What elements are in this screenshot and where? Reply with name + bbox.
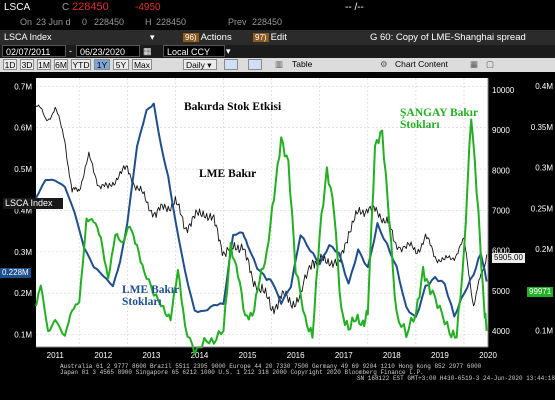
right-outer-axis-tick: 0.35M [531,123,554,132]
x-axis-tick: 2012 [94,351,112,360]
ticker-label: LSCA [4,2,31,13]
start-date-field[interactable]: 02/07/2011 [2,45,66,57]
right-inner-axis-tick: 5000 [492,287,510,296]
annotation-title: Bakırda Stok Etkisi [184,101,282,113]
period-toolbar: 1D 3D 1M 6M YTD 1Y 5Y Max Daily ▾ ▥ Table ⚙ Cha… [0,58,555,72]
end-date-field[interactable]: 06/23/2020 [76,45,140,57]
annotation-lme-copper: LME Bakır [199,168,257,180]
chart-content-label[interactable]: Chart Content [395,59,448,69]
x-axis-tick: 2019 [431,351,449,360]
period-button-max[interactable]: Max [132,59,152,70]
right-inner-axis-tick: 6000 [492,247,510,256]
on-label: On [20,17,33,27]
currency-select[interactable]: Local CCY [163,45,225,57]
left-axis-tick: 0.3M [14,248,32,257]
chart-page-title: G 60: Copy of LME-Shanghai spread [370,32,526,43]
open-value: 228450 [94,17,125,27]
high-value: 228450 [156,17,187,27]
quote-date: 23 Jun d [36,17,71,27]
x-axis-tick: 2013 [143,351,161,360]
instrument-dropdown-icon[interactable]: ▾ [150,32,155,42]
open-label: 0 [82,17,88,27]
table-label[interactable]: Table [292,59,313,69]
period-button-1d[interactable]: 1D [3,59,17,70]
footer-line-3: SN 168122 EST GMT+3:00 H430-6519-3 24-Ju… [356,375,555,383]
chart-svg: 0.1M 0.2M 0.3M 0.4M 0.5M 0.6M 0.7M 4000 5000 6000… [14,78,554,360]
series-line-left [35,102,488,318]
annotation-lme-stocks: LME Bakır Stokları [122,284,180,308]
x-axis-tick: 2014 [191,351,209,360]
line-style-button[interactable] [224,59,238,70]
frequency-select[interactable]: Daily ▾ [183,59,217,70]
left-axis-tick: 0.4M [14,206,32,215]
function-toolbar: LSCA Index ▾ 96) Actions 97) Edit G 60: Co… [0,30,555,45]
edit-menu-button[interactable]: 97) Edit [253,32,287,43]
series-line-right_inner [35,104,488,315]
date-separator: - [69,46,72,56]
date-range-row: 02/07/2011 - 06/23/2020 ▦ Local CCY ▾ [0,45,555,58]
footer-line-2: Japan 81 3 4565 8900 Singapore 65 6212 1… [60,369,424,377]
x-axis-tick: 2016 [287,351,305,360]
period-button-ytd[interactable]: YTD [71,59,91,70]
close-label: C [62,2,70,13]
index-inset-label: LSCA Index [3,198,63,209]
left-axis-tick: 0.5M [14,165,32,174]
right-inner-axis-tick: 4000 [492,327,510,336]
footer-line-1: Australia 61 2 9777 8600 Brazil 5511 239… [60,363,482,370]
prev-label: Prev [228,17,247,27]
period-button-3d[interactable]: 3D [20,59,34,70]
high-label: H [145,17,152,27]
period-button-6m[interactable]: 6M [54,59,68,70]
quote-detail-row: On 23 Jun d 0 228450 H 228450 Prev 22845… [0,17,555,29]
left-axis-tick: 0.2M [14,289,32,298]
left-axis-tick: 0.6M [14,124,32,133]
toolbar-icon-2[interactable]: ▢ [486,59,495,69]
x-axis-tick: 2018 [383,351,401,360]
copyright-footer: Australia 61 2 9777 8600 Brazil 5511 239… [60,363,555,400]
currency-chevron-down-icon[interactable]: ▾ [226,46,231,56]
x-axis-tick: 2011 [47,351,65,360]
calendar-icon[interactable]: ▦ [143,46,152,56]
period-button-5y[interactable]: 5Y [113,59,129,70]
quote-header: LSCA C 228450 -4950 -- /-- [0,0,555,17]
prev-value: 228450 [252,17,283,27]
plot-background [36,78,488,347]
tag-lme-copper-last: 5905.00 [492,253,525,263]
annotation-shanghai-stocks: ŞANGAY Bakır Stokları [400,107,479,131]
right-outer-axis-tick: 0.3M [535,164,553,173]
instrument-name[interactable]: LSCA Index [4,32,52,42]
actions-menu-button[interactable]: 96) Actions [183,32,232,43]
left-axis-tick: 0.7M [14,82,32,91]
right-inner-axis-tick: 10000 [492,86,515,95]
draw-tool-button[interactable] [248,59,262,70]
right-inner-axis-tick: 9000 [492,126,510,135]
right-outer-axis-tick: 0.2M [535,245,553,254]
last-price: 228450 [72,1,109,13]
x-axis-tick: 2020 [479,351,497,360]
period-button-1y[interactable]: 1Y [94,59,110,70]
chart-icon[interactable]: ▥ [275,59,284,69]
tag-lme-stocks-last: 0.228M [0,268,31,278]
toolbar-icon-1[interactable]: ▦ [470,59,479,69]
price-change: -4950 [135,2,161,13]
quote-right-placeholder: -- /-- [345,2,364,13]
x-axis-tick: 2017 [335,351,353,360]
series-line-right_outer [35,118,488,356]
gear-icon[interactable]: ⚙ [380,59,388,69]
period-button-1m[interactable]: 1M [37,59,51,70]
x-axis-tick: 2015 [239,351,257,360]
left-axis-tick: 0.1M [14,331,32,340]
tag-shanghai-last: 99971 [527,287,554,297]
right-outer-axis-tick: 0.4M [535,82,553,91]
right-outer-axis-tick: 0.25M [531,204,554,213]
chart-panel: 0.1M 0.2M 0.3M 0.4M 0.5M 0.6M 0.7M 4000 5000 6000… [0,72,555,400]
right-outer-axis-tick: 0.1M [535,327,553,336]
right-inner-axis-tick: 7000 [492,206,510,215]
right-inner-axis-tick: 8000 [492,166,510,175]
